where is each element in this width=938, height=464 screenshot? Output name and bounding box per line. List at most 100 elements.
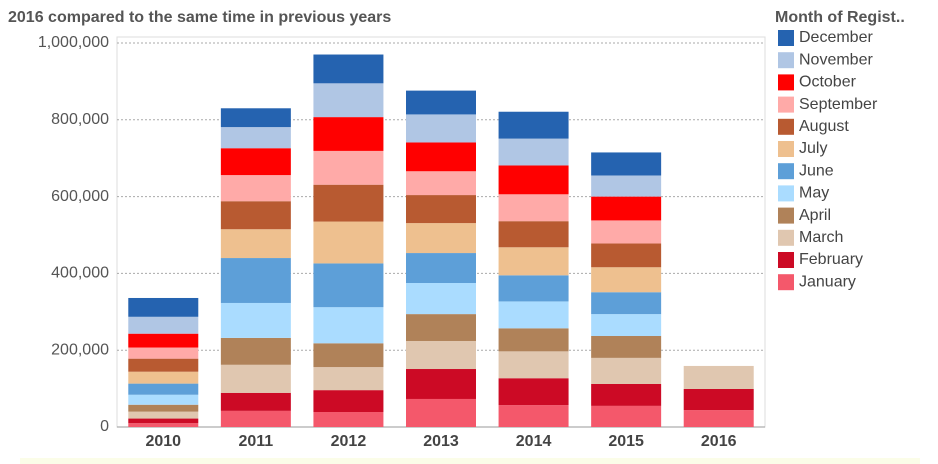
bar-segment — [406, 90, 476, 115]
x-tick-label: 2012 — [331, 433, 367, 450]
bar-segment — [498, 247, 569, 276]
bar-segment — [313, 150, 384, 185]
bar-segment — [683, 410, 754, 427]
legend-swatch — [778, 96, 794, 113]
bar-segment — [128, 383, 199, 395]
bar-segment — [498, 275, 569, 302]
legend-swatch — [778, 207, 794, 224]
bar-segment — [128, 297, 199, 317]
bar-segment — [128, 404, 199, 412]
bar-segment — [313, 117, 384, 151]
bar-segment — [406, 114, 476, 143]
legend-swatch — [778, 274, 794, 291]
bar-segment — [220, 127, 291, 149]
bar-segment — [591, 152, 662, 176]
bar-segment — [591, 292, 662, 315]
bar-segment — [498, 111, 569, 139]
bar-segment — [591, 196, 662, 221]
x-tick-label: 2011 — [238, 433, 273, 450]
bar-segment — [220, 337, 291, 365]
bar-segment — [498, 165, 569, 195]
legend-label: December — [799, 29, 873, 46]
legend-title: Month of Regist.. — [775, 9, 905, 26]
x-tick-label: 2016 — [701, 433, 737, 450]
bar-segment — [313, 263, 384, 308]
bar-segment — [128, 347, 199, 359]
bar-segment — [591, 335, 662, 358]
bar-segment — [591, 405, 662, 427]
legend-label: February — [799, 251, 863, 268]
bar-segment — [220, 229, 291, 259]
bar-segment — [313, 221, 384, 264]
legend-swatch — [778, 252, 794, 268]
bar-segment — [591, 314, 662, 336]
bar-segment — [128, 394, 199, 405]
bar-segment — [220, 392, 291, 411]
bar-segment — [128, 423, 199, 427]
x-tick-label: 2013 — [423, 433, 459, 450]
bar-segment — [128, 316, 199, 334]
bar-segment — [591, 383, 662, 406]
bar-segment — [406, 253, 476, 283]
bar-segment — [220, 258, 291, 303]
legend-swatch — [778, 30, 794, 46]
bar-segment — [128, 333, 199, 348]
bar-segment — [313, 184, 384, 222]
legend-label: July — [799, 140, 827, 157]
bar-segment — [128, 418, 199, 424]
bar-segment — [406, 223, 476, 254]
x-tick-label: 2015 — [608, 433, 644, 450]
bar-segment — [220, 302, 291, 338]
bar-segment — [313, 307, 384, 344]
legend-label: August — [799, 118, 849, 135]
bar-segment — [591, 267, 662, 293]
bar-segment — [498, 194, 569, 222]
legend-label: October — [799, 74, 857, 91]
y-tick-label: 800,000 — [51, 111, 109, 128]
bar-segment — [313, 412, 384, 427]
y-tick-label: 600,000 — [51, 188, 109, 205]
bar-segment — [406, 283, 476, 315]
bar-segment — [313, 54, 384, 84]
legend-label: January — [799, 273, 856, 290]
bar-segment — [128, 371, 199, 384]
legend-label: April — [799, 207, 831, 224]
bar-segment — [498, 328, 569, 352]
bar-segment — [313, 390, 384, 413]
bar-segment — [406, 142, 476, 172]
y-tick-label: 400,000 — [51, 265, 109, 282]
bar-segment — [220, 201, 291, 230]
bar-segment — [683, 365, 754, 389]
legend-swatch — [778, 74, 794, 91]
bar-segment — [591, 175, 662, 197]
bar-segment — [498, 405, 569, 427]
bar-segment — [591, 220, 662, 244]
legend-swatch — [778, 163, 794, 180]
bar-segment — [220, 108, 291, 128]
bar-segment — [406, 171, 476, 196]
bar-segment — [498, 351, 569, 379]
legend-swatch — [778, 141, 794, 157]
legend-label: November — [799, 51, 873, 68]
legend-label: March — [799, 229, 843, 246]
bar-segment — [406, 195, 476, 224]
legend-swatch — [778, 229, 794, 246]
x-tick-label: 2010 — [145, 433, 181, 450]
bar-segment — [220, 364, 291, 393]
footer-strip — [20, 458, 920, 464]
bar-segment — [313, 83, 384, 118]
legend-swatch — [778, 118, 794, 135]
bar-segment — [498, 301, 569, 329]
bar-segment — [220, 410, 291, 427]
bar-segment — [498, 378, 569, 406]
y-tick-label: 0 — [100, 418, 109, 435]
legend-swatch — [778, 52, 794, 69]
bar-segment — [498, 221, 569, 248]
bar-segment — [313, 343, 384, 368]
bar-segment — [406, 340, 476, 370]
bar-segment — [220, 175, 291, 202]
x-tick-label: 2014 — [516, 433, 552, 450]
bar-segment — [406, 369, 476, 399]
bar-segment — [406, 314, 476, 341]
